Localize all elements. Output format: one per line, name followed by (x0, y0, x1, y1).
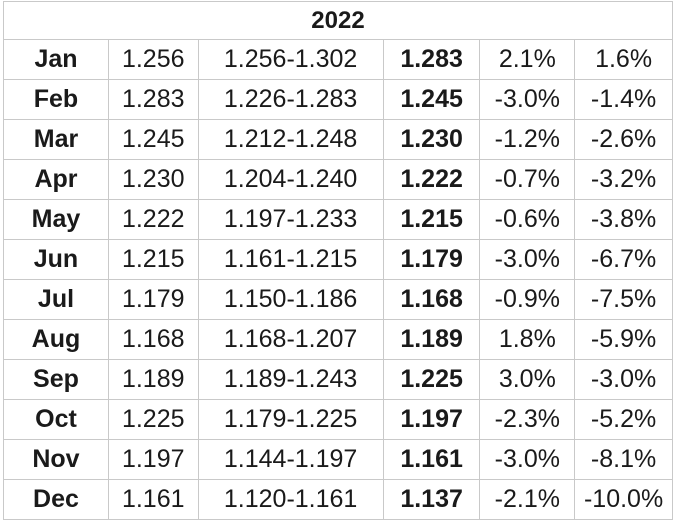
open-cell: 1.230 (107, 159, 199, 200)
ytd-change-cell: -3.0% (574, 359, 673, 400)
range-cell: 1.212-1.248 (197, 119, 384, 160)
month-cell: Dec (3, 479, 109, 520)
monthly-change-cell: -2.1% (479, 479, 576, 520)
month-cell: Mar (3, 119, 109, 160)
table-row: Dec 1.161 1.120-1.161 1.137 -2.1% -10.0% (3, 479, 673, 520)
ytd-change-cell: -5.2% (574, 399, 673, 440)
close-cell: 1.161 (382, 439, 481, 480)
close-cell: 1.197 (382, 399, 481, 440)
table-body: Jan 1.256 1.256-1.302 1.283 2.1% 1.6% Feb 1.283… (3, 39, 673, 520)
open-cell: 1.256 (107, 39, 199, 80)
close-cell: 1.137 (382, 479, 481, 520)
close-cell: 1.222 (382, 159, 481, 200)
close-cell: 1.215 (382, 199, 481, 240)
monthly-change-cell: -0.6% (479, 199, 576, 240)
open-cell: 1.225 (107, 399, 199, 440)
open-cell: 1.215 (107, 239, 199, 280)
ytd-change-cell: -7.5% (574, 279, 673, 320)
open-cell: 1.222 (107, 199, 199, 240)
ytd-change-cell: -5.9% (574, 319, 673, 360)
month-cell: Sep (3, 359, 109, 400)
open-cell: 1.197 (107, 439, 199, 480)
open-cell: 1.245 (107, 119, 199, 160)
month-cell: Aug (3, 319, 109, 360)
range-cell: 1.168-1.207 (197, 319, 384, 360)
ytd-change-cell: -3.8% (574, 199, 673, 240)
ytd-change-cell: 1.6% (574, 39, 673, 80)
monthly-change-cell: -0.7% (479, 159, 576, 200)
monthly-change-cell: -3.0% (479, 439, 576, 480)
range-cell: 1.204-1.240 (197, 159, 384, 200)
month-cell: Apr (3, 159, 109, 200)
range-cell: 1.179-1.225 (197, 399, 384, 440)
ytd-change-cell: -3.2% (574, 159, 673, 200)
monthly-change-cell: 1.8% (479, 319, 576, 360)
table-row: Apr 1.230 1.204-1.240 1.222 -0.7% -3.2% (3, 159, 673, 200)
monthly-change-cell: -3.0% (479, 79, 576, 120)
open-cell: 1.161 (107, 479, 199, 520)
monthly-change-cell: -0.9% (479, 279, 576, 320)
monthly-change-cell: 3.0% (479, 359, 576, 400)
ytd-change-cell: -6.7% (574, 239, 673, 280)
table-row: Mar 1.245 1.212-1.248 1.230 -1.2% -2.6% (3, 119, 673, 160)
table-row: Sep 1.189 1.189-1.243 1.225 3.0% -3.0% (3, 359, 673, 400)
ytd-change-cell: -1.4% (574, 79, 673, 120)
month-cell: Jul (3, 279, 109, 320)
table-row: Aug 1.168 1.168-1.207 1.189 1.8% -5.9% (3, 319, 673, 360)
range-cell: 1.150-1.186 (197, 279, 384, 320)
year-header: 2022 (3, 1, 673, 40)
ytd-change-cell: -8.1% (574, 439, 673, 480)
table-row: May 1.222 1.197-1.233 1.215 -0.6% -3.8% (3, 199, 673, 240)
ytd-change-cell: -10.0% (574, 479, 673, 520)
range-cell: 1.197-1.233 (197, 199, 384, 240)
month-cell: Jan (3, 39, 109, 80)
range-cell: 1.189-1.243 (197, 359, 384, 400)
range-cell: 1.161-1.215 (197, 239, 384, 280)
close-cell: 1.245 (382, 79, 481, 120)
table-row: Jul 1.179 1.150-1.186 1.168 -0.9% -7.5% (3, 279, 673, 320)
month-cell: Jun (3, 239, 109, 280)
table-row: Feb 1.283 1.226-1.283 1.245 -3.0% -1.4% (3, 79, 673, 120)
month-cell: Oct (3, 399, 109, 440)
close-cell: 1.283 (382, 39, 481, 80)
table-row: Nov 1.197 1.144-1.197 1.161 -3.0% -8.1% (3, 439, 673, 480)
table-row: Jun 1.215 1.161-1.215 1.179 -3.0% -6.7% (3, 239, 673, 280)
close-cell: 1.168 (382, 279, 481, 320)
open-cell: 1.189 (107, 359, 199, 400)
monthly-change-cell: -1.2% (479, 119, 576, 160)
monthly-change-cell: -2.3% (479, 399, 576, 440)
open-cell: 1.283 (107, 79, 199, 120)
monthly-change-cell: -3.0% (479, 239, 576, 280)
range-cell: 1.226-1.283 (197, 79, 384, 120)
monthly-change-cell: 2.1% (479, 39, 576, 80)
range-cell: 1.120-1.161 (197, 479, 384, 520)
table-row: Jan 1.256 1.256-1.302 1.283 2.1% 1.6% (3, 39, 673, 80)
table-header-row: 2022 (3, 1, 673, 40)
range-cell: 1.144-1.197 (197, 439, 384, 480)
close-cell: 1.189 (382, 319, 481, 360)
open-cell: 1.168 (107, 319, 199, 360)
month-cell: May (3, 199, 109, 240)
open-cell: 1.179 (107, 279, 199, 320)
month-cell: Feb (3, 79, 109, 120)
month-cell: Nov (3, 439, 109, 480)
ytd-change-cell: -2.6% (574, 119, 673, 160)
close-cell: 1.230 (382, 119, 481, 160)
close-cell: 1.179 (382, 239, 481, 280)
data-table: 2022 Jan 1.256 1.256-1.302 1.283 2.1% 1.6% Feb… (3, 1, 673, 520)
close-cell: 1.225 (382, 359, 481, 400)
table-row: Oct 1.225 1.179-1.225 1.197 -2.3% -5.2% (3, 399, 673, 440)
range-cell: 1.256-1.302 (197, 39, 384, 80)
